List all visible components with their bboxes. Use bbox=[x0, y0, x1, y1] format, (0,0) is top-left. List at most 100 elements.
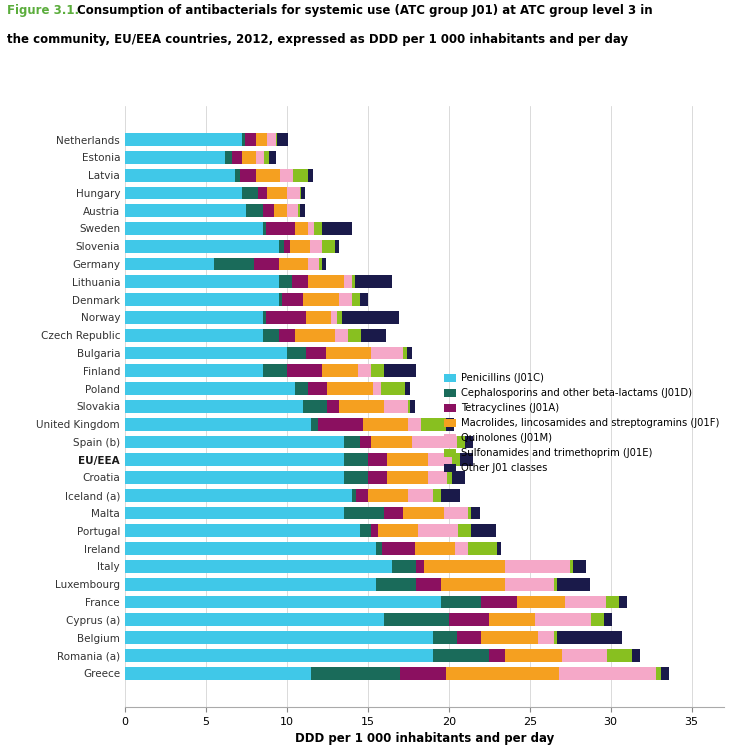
Bar bbox=[351, 489, 356, 502]
Bar bbox=[242, 187, 258, 200]
Bar bbox=[335, 240, 339, 253]
Bar bbox=[471, 507, 479, 519]
Bar bbox=[471, 525, 495, 538]
Bar bbox=[279, 293, 282, 306]
Bar bbox=[262, 364, 287, 377]
Bar bbox=[268, 187, 287, 200]
Text: Figure 3.1.: Figure 3.1. bbox=[7, 4, 79, 17]
Bar bbox=[392, 560, 416, 573]
Bar bbox=[433, 649, 490, 662]
Bar bbox=[125, 631, 433, 644]
Bar bbox=[308, 222, 315, 235]
Bar bbox=[425, 560, 506, 573]
Bar bbox=[384, 364, 416, 377]
Bar bbox=[376, 542, 382, 555]
Bar bbox=[287, 364, 323, 377]
Bar bbox=[125, 329, 262, 342]
Bar bbox=[240, 169, 256, 181]
Bar bbox=[506, 560, 570, 573]
Bar bbox=[295, 222, 308, 235]
Text: the community, EU/EEA countries, 2012, expressed as DDD per 1 000 inhabitants an: the community, EU/EEA countries, 2012, e… bbox=[7, 33, 628, 45]
Bar bbox=[125, 435, 343, 448]
Bar bbox=[449, 613, 490, 626]
Bar bbox=[276, 133, 277, 146]
Bar bbox=[371, 525, 378, 538]
Bar bbox=[335, 329, 348, 342]
Bar bbox=[308, 383, 327, 395]
Bar bbox=[309, 240, 323, 253]
Bar bbox=[262, 329, 279, 342]
Bar bbox=[343, 471, 368, 484]
Bar bbox=[287, 187, 300, 200]
Bar bbox=[631, 649, 639, 662]
Bar bbox=[376, 578, 416, 590]
Bar bbox=[565, 596, 606, 609]
Bar bbox=[384, 613, 449, 626]
Bar bbox=[460, 454, 473, 466]
Bar bbox=[311, 418, 318, 430]
Bar bbox=[232, 151, 242, 164]
Bar bbox=[562, 649, 607, 662]
Bar bbox=[468, 507, 471, 519]
Bar bbox=[559, 667, 656, 680]
Bar bbox=[311, 667, 400, 680]
Bar bbox=[371, 435, 412, 448]
Bar bbox=[387, 454, 428, 466]
Bar bbox=[295, 329, 335, 342]
Bar bbox=[445, 418, 453, 430]
Bar bbox=[457, 631, 481, 644]
Bar bbox=[323, 258, 326, 271]
Bar bbox=[404, 346, 406, 359]
Bar bbox=[371, 364, 384, 377]
Bar bbox=[277, 133, 288, 146]
Bar bbox=[368, 489, 408, 502]
Bar bbox=[447, 471, 452, 484]
Bar bbox=[412, 435, 457, 448]
Bar bbox=[534, 613, 591, 626]
Bar bbox=[125, 489, 351, 502]
Bar bbox=[295, 383, 308, 395]
Bar bbox=[351, 275, 355, 288]
Bar bbox=[408, 418, 421, 430]
Bar bbox=[408, 489, 433, 502]
Bar bbox=[284, 240, 290, 253]
Bar bbox=[125, 596, 441, 609]
Bar bbox=[433, 489, 441, 502]
Bar bbox=[315, 222, 323, 235]
Bar bbox=[415, 542, 455, 555]
Bar bbox=[481, 631, 538, 644]
Bar bbox=[268, 133, 276, 146]
Bar bbox=[323, 222, 351, 235]
Bar bbox=[378, 525, 418, 538]
Bar bbox=[300, 204, 304, 217]
Bar bbox=[125, 187, 242, 200]
Bar bbox=[125, 471, 343, 484]
Bar bbox=[342, 311, 398, 324]
Bar bbox=[405, 383, 410, 395]
Bar bbox=[452, 471, 465, 484]
Bar bbox=[125, 275, 279, 288]
Bar bbox=[214, 258, 254, 271]
Bar bbox=[457, 435, 465, 448]
Bar bbox=[274, 204, 287, 217]
Bar bbox=[254, 258, 279, 271]
Bar bbox=[323, 364, 358, 377]
Bar bbox=[368, 471, 387, 484]
Bar bbox=[269, 151, 276, 164]
Bar bbox=[287, 204, 298, 217]
Bar bbox=[319, 258, 323, 271]
Bar bbox=[125, 258, 214, 271]
Bar bbox=[337, 311, 342, 324]
Bar bbox=[348, 329, 362, 342]
Bar bbox=[125, 560, 392, 573]
Bar bbox=[359, 435, 371, 448]
Bar bbox=[554, 631, 557, 644]
Bar bbox=[591, 613, 604, 626]
Bar bbox=[279, 258, 308, 271]
Bar bbox=[125, 222, 262, 235]
Bar bbox=[125, 418, 311, 430]
Bar bbox=[416, 560, 424, 573]
Bar bbox=[400, 667, 445, 680]
Bar bbox=[404, 507, 444, 519]
Bar bbox=[308, 258, 319, 271]
